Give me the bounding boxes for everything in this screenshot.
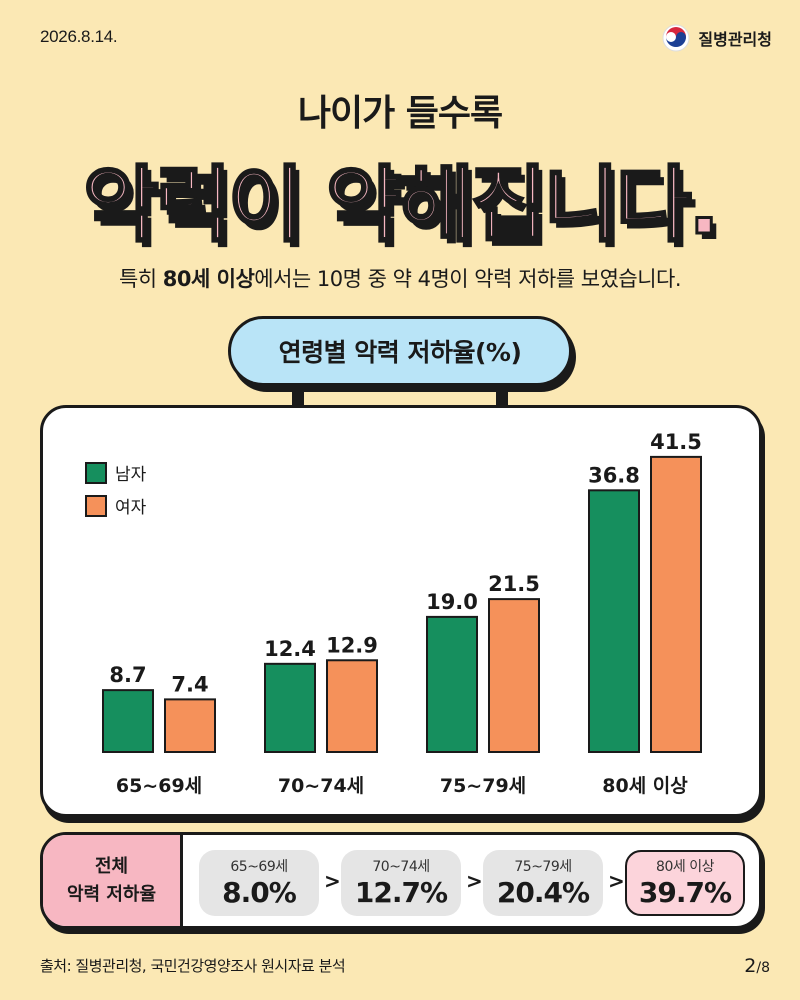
pill-post-left bbox=[292, 388, 304, 408]
page-current: 2 bbox=[744, 955, 757, 977]
overall-stat-value: 39.7% bbox=[638, 876, 732, 909]
chevron-right-icon: > bbox=[608, 869, 625, 893]
overall-label: 전체 악력 저하율 bbox=[43, 835, 183, 926]
x-tick-label-1: 70~74세 bbox=[278, 775, 364, 797]
data-label-male-2: 19.0 bbox=[426, 590, 478, 614]
legend-label-male: 남자 bbox=[115, 465, 147, 485]
kdca-logo-icon bbox=[662, 24, 690, 52]
overall-stat-65-69: 65~69세 8.0% bbox=[199, 850, 319, 916]
summary-suffix: 에서는 10명 중 약 4명이 악력 저하를 보였습니다. bbox=[254, 267, 682, 291]
overall-stat-age: 70~74세 bbox=[372, 859, 430, 875]
data-label-male-3: 36.8 bbox=[588, 463, 640, 487]
bar-male-1 bbox=[264, 662, 316, 753]
overall-stat-70-74: 70~74세 12.7% bbox=[341, 850, 461, 916]
legend-item-female: 여자 bbox=[85, 489, 146, 522]
overall-label-line2: 악력 저하율 bbox=[66, 883, 157, 905]
overall-rate-card: 전체 악력 저하율 65~69세 8.0% > 70~74세 12.7% > 7… bbox=[40, 832, 762, 929]
overall-stat-80-plus: 80세 이상 39.7% bbox=[625, 850, 745, 916]
org-brand: 질병관리청 bbox=[662, 24, 772, 52]
pill-post-right bbox=[496, 388, 508, 408]
chart-title-pill: 연령별 악력 저하율(%) bbox=[228, 316, 572, 386]
overall-stat-age: 65~69세 bbox=[230, 859, 288, 875]
chevron-right-icon: > bbox=[466, 869, 483, 893]
page-indicator: 2/8 bbox=[744, 955, 770, 977]
date: 2026.8.14. bbox=[40, 27, 118, 46]
subtitle: 나이가 들수록 bbox=[297, 93, 503, 134]
data-label-male-0: 8.7 bbox=[109, 663, 146, 687]
bar-female-0 bbox=[164, 698, 216, 753]
overall-stat-value: 8.0% bbox=[222, 876, 297, 909]
summary-prefix: 특히 bbox=[118, 267, 163, 291]
x-tick-label-2: 75~79세 bbox=[440, 775, 526, 797]
bar-male-3 bbox=[588, 489, 640, 754]
legend-label-female: 여자 bbox=[115, 498, 147, 518]
overall-stat-age: 80세 이상 bbox=[656, 859, 714, 875]
data-label-female-3: 41.5 bbox=[650, 430, 702, 454]
bar-female-3 bbox=[650, 455, 702, 754]
overall-stat-value: 12.7% bbox=[354, 876, 448, 909]
x-tick-label-0: 65~69세 bbox=[116, 775, 202, 797]
legend-swatch-male bbox=[85, 461, 107, 484]
org-name: 질병관리청 bbox=[698, 30, 772, 49]
data-label-female-0: 7.4 bbox=[171, 672, 208, 696]
summary-highlight: 80세 이상 bbox=[162, 267, 255, 291]
data-label-female-2: 21.5 bbox=[488, 572, 540, 596]
chart-legend: 남자 여자 bbox=[85, 456, 146, 522]
bar-male-2 bbox=[426, 615, 478, 753]
bar-female-2 bbox=[488, 598, 540, 753]
chevron-right-icon: > bbox=[324, 869, 341, 893]
x-tick-label-3: 80세 이상 bbox=[602, 775, 688, 797]
overall-label-line1: 전체 bbox=[94, 855, 129, 877]
page-total: /8 bbox=[756, 960, 770, 976]
bar-chart: 8.7 7.4 65~69세 12.4 12.9 70~74세 19.0 21.5 75~79세… bbox=[102, 430, 702, 797]
bar-male-0 bbox=[102, 689, 154, 753]
legend-swatch-female bbox=[85, 494, 107, 517]
headline: 악력이 약해집니다. bbox=[82, 157, 721, 255]
overall-stat-age: 75~79세 bbox=[514, 859, 572, 875]
data-label-female-1: 12.9 bbox=[326, 633, 378, 657]
overall-stat-75-79: 75~79세 20.4% bbox=[483, 850, 603, 916]
overall-stat-value: 20.4% bbox=[496, 876, 590, 909]
bar-female-1 bbox=[326, 659, 378, 753]
summary-text: 특히 80세 이상에서는 10명 중 약 4명이 악력 저하를 보였습니다. bbox=[0, 263, 800, 293]
chart-card: 8.7 7.4 65~69세 12.4 12.9 70~74세 19.0 21.5 75~79세… bbox=[40, 405, 762, 817]
legend-item-male: 남자 bbox=[85, 456, 146, 489]
data-label-male-1: 12.4 bbox=[264, 637, 316, 661]
source-note: 출처: 질병관리청, 국민건강영양조사 원시자료 분석 bbox=[40, 957, 346, 975]
